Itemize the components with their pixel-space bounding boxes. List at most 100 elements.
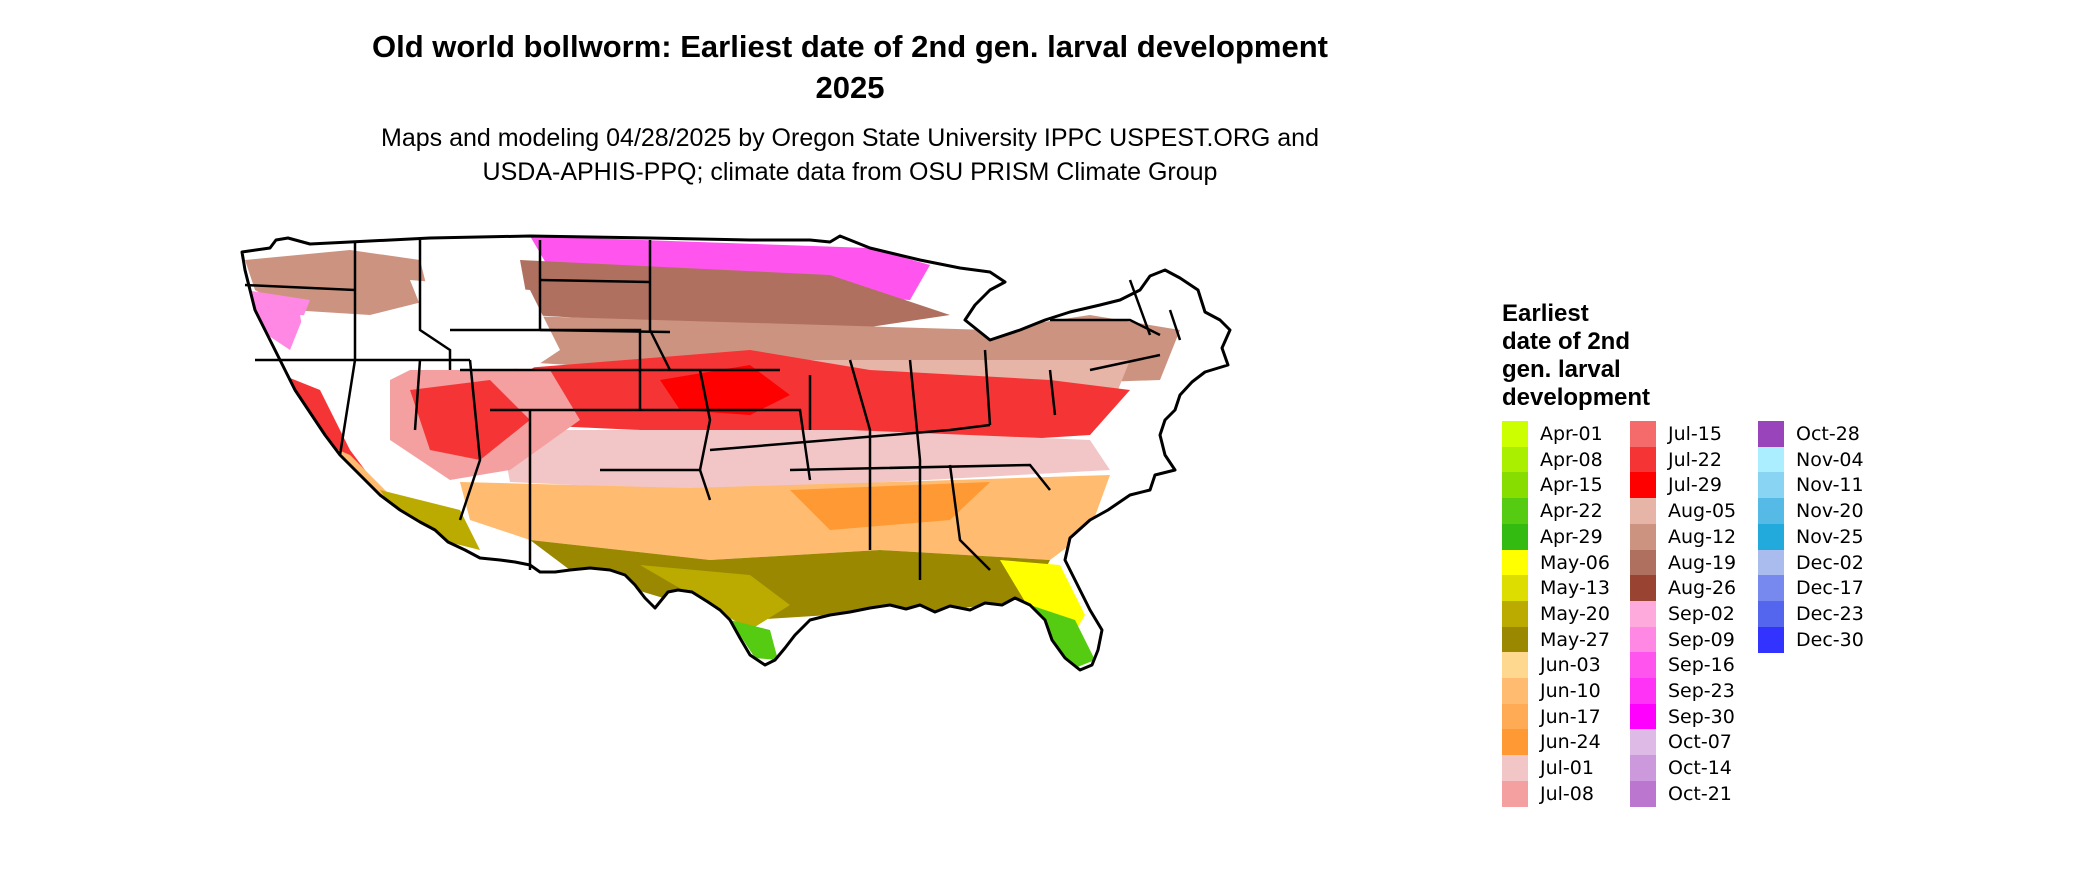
legend-item: Dec-17 [1758,575,1864,602]
legend-swatch [1758,549,1784,576]
legend-title: Earliest date of 2nd gen. larval develop… [1502,300,1692,412]
legend-label: May-06 [1540,551,1610,574]
legend-label: Apr-08 [1540,448,1603,471]
legend-swatch [1502,523,1528,550]
legend-item: Jun-17 [1502,703,1601,730]
legend-label: Aug-19 [1668,551,1737,574]
legend-item: Apr-15 [1502,472,1603,499]
map-subtitle-line1: Maps and modeling 04/28/2025 by Oregon S… [381,124,1319,152]
legend-item: Aug-12 [1630,523,1736,550]
legend-swatch [1758,523,1784,550]
zone-sw-jul22 [410,380,530,460]
zone-jul29 [660,365,790,415]
legend-label: Jul-08 [1540,782,1594,805]
legend-swatch [1758,575,1784,602]
legend-item: Jul-22 [1630,446,1722,473]
legend-swatch [1502,729,1528,756]
legend-swatch [1502,600,1528,627]
zone-az-may20 [380,490,480,550]
state-boundaries [244,240,1182,580]
legend-label: May-13 [1540,577,1610,600]
legend-item: May-06 [1502,549,1610,576]
us-outline [240,234,1232,672]
legend-item: Nov-20 [1758,498,1864,525]
legend-swatch [1502,498,1528,525]
legend-title-line: date of 2nd [1502,328,1631,355]
legend-item: Oct-14 [1630,755,1732,782]
legend-item: Sep-30 [1630,703,1735,730]
legend-item: Nov-11 [1758,472,1864,499]
legend-label: Jun-10 [1540,680,1601,702]
legend-item: Jul-29 [1630,472,1722,499]
map-subtitle: Maps and modeling 04/28/2025 by Oregon S… [320,121,1380,189]
legend-swatch [1630,421,1656,447]
legend-item: May-20 [1502,600,1610,627]
legend-label: Jul-29 [1668,474,1722,497]
legend-swatch [1502,626,1528,653]
legend-swatch [1630,575,1656,602]
color-zones [242,236,1230,670]
zone-aug19 [520,260,950,330]
legend-label: Nov-20 [1796,500,1864,523]
legend-item: Sep-09 [1630,626,1735,653]
legend-swatch [1758,446,1784,473]
legend-swatch [1630,446,1656,473]
legend-label: Apr-01 [1540,423,1603,445]
legend-swatch [1630,729,1656,756]
legend-swatch [1630,678,1656,704]
legend-label: Jul-01 [1540,757,1594,780]
legend-label: Dec-23 [1796,602,1864,625]
legend-item: Jun-03 [1502,652,1601,679]
legend-label: Oct-07 [1668,731,1732,754]
map-title-line1: Old world bollworm: Earliest date of 2nd… [371,29,1328,64]
legend-swatch [1630,703,1656,730]
legend-item: May-27 [1502,626,1610,653]
legend-label: Jul-22 [1668,448,1722,471]
map-title-line2: 2025 [815,70,885,105]
us-map [240,234,1232,672]
legend-item: Jul-15 [1630,421,1722,447]
zone-jun24 [790,482,990,530]
legend-label: Jun-03 [1540,654,1601,677]
legend-item: Sep-23 [1630,678,1735,704]
legend-item: Nov-25 [1758,523,1864,550]
legend-label: Sep-23 [1668,680,1735,702]
legend-label: Apr-29 [1540,525,1603,548]
legend-swatch [1630,472,1656,499]
legend-swatch [1502,472,1528,499]
legend-swatch [1502,575,1528,602]
legend-swatch [1502,678,1528,704]
legend-item: May-13 [1502,575,1610,602]
legend-item: Dec-30 [1758,626,1864,653]
legend-item: Oct-21 [1630,780,1732,807]
legend-item: Jul-08 [1502,780,1594,807]
legend-swatch [1630,600,1656,627]
legend-swatch [1758,498,1784,525]
legend-item: Aug-26 [1630,575,1737,602]
legend-item: Aug-05 [1630,498,1736,525]
legend-label: Dec-30 [1796,628,1864,651]
map-subtitle-line2: USDA-APHIS-PPQ; climate data from OSU PR… [482,158,1218,186]
legend-swatch [1502,421,1528,447]
legend-label: May-20 [1540,602,1610,625]
legend-swatch [1630,755,1656,782]
legend-swatch [1630,498,1656,525]
legend-item: Jun-24 [1502,729,1601,756]
legend-label: Aug-26 [1668,577,1737,600]
legend-label: Jul-15 [1668,423,1722,445]
legend: Apr-01 Apr-08 Apr-15 Apr-22 Apr-29 May-06 May-… [1502,421,1902,821]
legend-item: Apr-22 [1502,498,1603,525]
legend-item: Sep-16 [1630,652,1735,679]
legend-swatch [1758,626,1784,653]
legend-swatch [1502,549,1528,576]
legend-swatch [1758,421,1784,447]
legend-swatch [1502,652,1528,679]
legend-item: Dec-23 [1758,600,1864,627]
legend-label: Jun-24 [1540,731,1601,754]
legend-label: Oct-14 [1668,757,1732,780]
legend-item: Oct-07 [1630,729,1732,756]
legend-item: Apr-29 [1502,523,1603,550]
zone-west-sep09 [245,290,310,350]
legend-item: Apr-01 [1502,421,1603,447]
legend-swatch [1758,472,1784,499]
